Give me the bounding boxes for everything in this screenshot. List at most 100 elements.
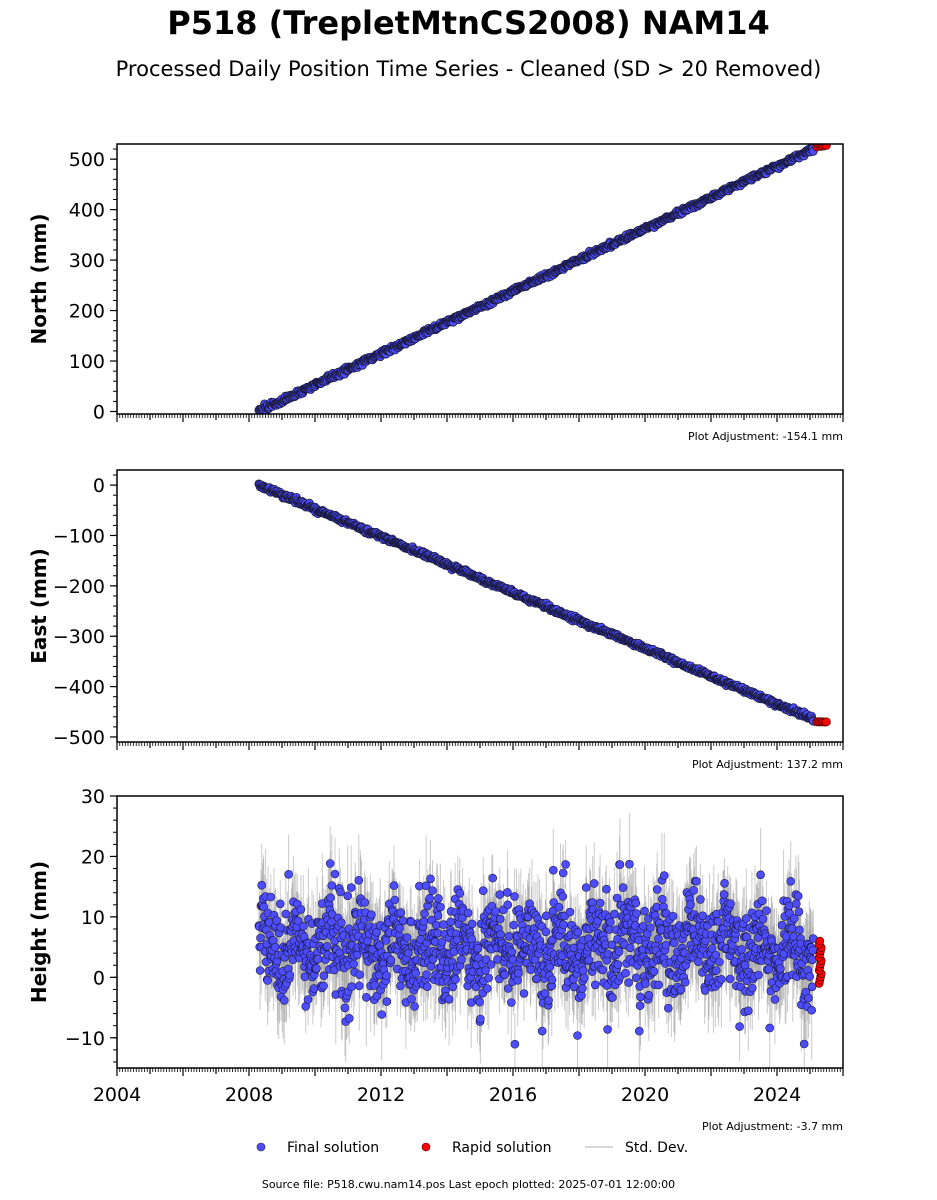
- height-point: [428, 886, 437, 895]
- height-point: [689, 885, 698, 895]
- height-point: [500, 970, 509, 980]
- height-point: [395, 923, 404, 933]
- height-point: [669, 938, 679, 948]
- height-point: [298, 921, 308, 931]
- height-point: [608, 993, 617, 1002]
- height-point: [676, 985, 686, 994]
- height-point: [621, 968, 630, 978]
- height-point: [363, 936, 372, 946]
- height-point: [422, 970, 431, 979]
- height-point: [326, 893, 335, 903]
- height-point: [544, 996, 553, 1005]
- height-point: [635, 1001, 645, 1011]
- height-point: [610, 909, 619, 919]
- height-point: [422, 982, 432, 992]
- height-point: [495, 890, 505, 899]
- east-rapid-points: [812, 717, 831, 727]
- height-point: [349, 959, 358, 969]
- height-point: [636, 992, 645, 1002]
- east-data: [254, 479, 831, 727]
- north-rapid-points: [812, 144, 831, 152]
- height-point: [644, 990, 654, 1000]
- height-point: [381, 936, 391, 945]
- height-point: [433, 911, 443, 920]
- height-point: [545, 962, 555, 972]
- height-point: [448, 982, 458, 992]
- height-point: [347, 982, 356, 991]
- height-point: [510, 1039, 520, 1049]
- height-final-points: [254, 859, 818, 1049]
- page-title: P518 (TrepletMtnCS2008) NAM14: [167, 4, 770, 42]
- height-point: [613, 960, 623, 969]
- height-point: [657, 894, 667, 904]
- height-point: [696, 895, 705, 904]
- height-point: [272, 916, 282, 925]
- height-point: [590, 980, 600, 990]
- height-point: [309, 984, 319, 993]
- height-point: [541, 927, 551, 937]
- height-point: [503, 984, 513, 993]
- height-point: [312, 964, 321, 973]
- height-point: [624, 978, 633, 987]
- height-point: [537, 1026, 547, 1036]
- height-point: [615, 860, 625, 869]
- height-point: [336, 887, 345, 897]
- height-point: [584, 955, 594, 965]
- height-point: [457, 955, 466, 964]
- height-point: [279, 996, 289, 1005]
- height-point: [403, 948, 413, 958]
- height-point: [634, 1026, 644, 1036]
- height-point: [367, 910, 376, 920]
- height-point: [618, 883, 628, 892]
- height-point: [322, 942, 332, 951]
- height-point: [398, 916, 408, 926]
- height-point: [607, 940, 617, 950]
- height-point: [649, 967, 659, 976]
- height-point: [504, 931, 514, 941]
- height-point: [595, 898, 605, 908]
- height-point: [370, 980, 379, 990]
- height-point: [263, 976, 272, 985]
- height-point: [411, 968, 421, 978]
- east-final-points: [254, 479, 818, 726]
- height-point: [680, 977, 690, 987]
- height-point: [372, 927, 381, 937]
- east-rapid-point: [822, 717, 831, 727]
- height-point: [481, 955, 491, 964]
- height-point: [360, 898, 370, 907]
- height-point: [694, 957, 703, 967]
- height-point: [573, 927, 583, 937]
- north-plot-adjustment: Plot Adjustment: -154.1 mm: [688, 430, 843, 443]
- height-point: [410, 1002, 419, 1011]
- height-point: [478, 886, 488, 896]
- height-point: [625, 859, 634, 869]
- height-point: [451, 975, 460, 984]
- height-point: [439, 920, 448, 929]
- height-point: [491, 907, 500, 916]
- height-point: [573, 1031, 582, 1040]
- height-point: [336, 918, 346, 928]
- north-y-tick-label: 400: [69, 200, 105, 222]
- height-point: [396, 908, 406, 917]
- height-point: [255, 966, 265, 975]
- height-point: [481, 966, 490, 975]
- height-point: [579, 973, 589, 983]
- height-point: [473, 943, 483, 953]
- height-point: [503, 900, 513, 910]
- height-point: [386, 955, 396, 965]
- height-point: [503, 888, 512, 897]
- height-point: [547, 975, 557, 985]
- height-point: [598, 965, 608, 975]
- height-point: [444, 994, 454, 1004]
- height-point: [652, 885, 662, 894]
- height-point: [426, 874, 435, 884]
- height-point: [558, 892, 568, 901]
- height-point: [577, 984, 587, 993]
- height-point: [433, 928, 442, 938]
- height-point: [463, 908, 473, 918]
- height-point: [707, 944, 717, 953]
- north-y-tick-label: 500: [69, 149, 105, 171]
- height-point: [559, 920, 568, 930]
- height-point: [467, 919, 477, 929]
